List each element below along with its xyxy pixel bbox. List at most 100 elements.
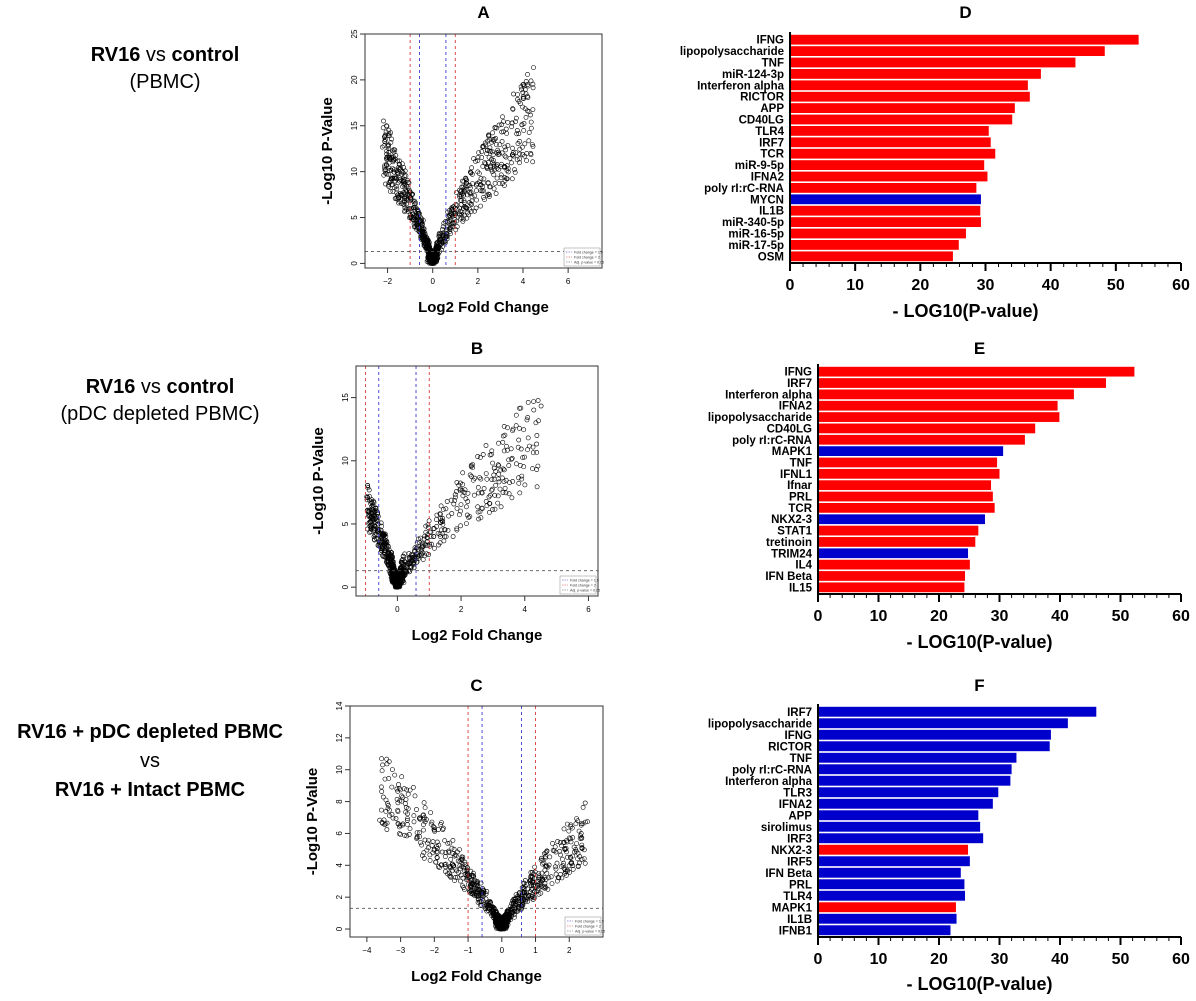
- volcano-point: [530, 450, 536, 456]
- volcano-point: [393, 816, 399, 821]
- volcano-point: [524, 150, 530, 156]
- volcano-point: [498, 467, 504, 473]
- volcano-point: [510, 150, 516, 156]
- bar-category-label: TCR: [760, 149, 784, 161]
- volcano-point: [496, 122, 502, 128]
- volcano-point: [404, 822, 410, 827]
- volcano-point: [386, 776, 392, 781]
- volcano-point: [392, 178, 398, 184]
- volcano-point: [477, 454, 483, 460]
- volcano-point: [389, 136, 395, 142]
- bar-category-label: MAPK1: [772, 902, 813, 914]
- legend-label: Fold change = 2: [575, 925, 601, 929]
- volcano-point: [451, 219, 457, 225]
- volcano-point: [495, 500, 501, 506]
- bar-category-label: IL1B: [787, 914, 812, 926]
- volcano-point: [436, 231, 442, 236]
- volcano-point: [478, 515, 484, 521]
- volcano-point: [570, 866, 576, 872]
- volcano-point: [419, 853, 425, 858]
- volcano-point: [411, 819, 417, 825]
- volcano-point: [395, 788, 401, 794]
- volcano-point: [489, 487, 495, 493]
- bar-category-label: RICTOR: [740, 92, 785, 104]
- volcano-point: [470, 870, 476, 876]
- volcano-point: [480, 183, 486, 189]
- bar-category-label: TCR: [788, 503, 812, 515]
- plot-frame-B: [355, 365, 599, 597]
- volcano-point: [426, 552, 431, 557]
- volcano-point: [516, 480, 522, 486]
- volcano-point: [511, 91, 516, 97]
- volcano-point: [438, 503, 444, 509]
- volcano-point: [527, 443, 532, 449]
- bar: [818, 457, 998, 468]
- volcano-point: [388, 563, 394, 568]
- volcano-point: [462, 862, 468, 867]
- volcano-point: [372, 520, 378, 526]
- volcano-point: [447, 227, 453, 232]
- volcano-point: [453, 494, 458, 500]
- volcano-point: [402, 168, 408, 174]
- volcano-point: [464, 205, 469, 211]
- volcano-point: [483, 142, 489, 148]
- volcano-point: [507, 480, 512, 485]
- volcano-point: [475, 889, 480, 895]
- volcano-point: [528, 873, 534, 879]
- volcano-point: [454, 527, 460, 533]
- volcano-point: [399, 191, 405, 197]
- volcano-point: [453, 875, 458, 880]
- volcano-point: [531, 65, 536, 70]
- x-tick-label: −3: [396, 946, 406, 955]
- volcano-point: [467, 514, 473, 519]
- volcano-point: [375, 521, 381, 527]
- volcano-point: [496, 471, 502, 477]
- volcano-point: [581, 856, 587, 861]
- volcano-point: [404, 206, 409, 212]
- legend-label: Adj. p-value = 0.05: [575, 930, 605, 934]
- volcano-point: [390, 166, 395, 171]
- volcano-points-A: [379, 65, 536, 266]
- volcano-point: [520, 152, 525, 157]
- volcano-point: [574, 816, 579, 821]
- volcano-point: [476, 516, 481, 522]
- volcano-point: [401, 182, 407, 188]
- volcano-point: [475, 484, 481, 490]
- volcano-point: [379, 530, 385, 536]
- volcano-point: [396, 200, 401, 206]
- volcano-point: [506, 457, 511, 463]
- bar-category-label: APP: [760, 103, 784, 115]
- volcano-point: [509, 907, 515, 912]
- bar: [818, 741, 1050, 752]
- x-tick-label: 10: [846, 277, 864, 294]
- volcano-point: [434, 240, 440, 246]
- volcano-point: [499, 150, 505, 156]
- volcano-point: [487, 900, 493, 905]
- volcano-point: [467, 472, 473, 478]
- volcano-point: [445, 528, 451, 533]
- bar: [790, 57, 1076, 68]
- volcano-point: [457, 866, 463, 872]
- volcano-point: [380, 794, 386, 800]
- volcano-point: [395, 180, 401, 186]
- volcano-point: [515, 895, 521, 901]
- legend-label: Fold change = 1.5: [575, 920, 604, 924]
- volcano-point: [414, 220, 420, 226]
- volcano-point: [523, 91, 529, 97]
- volcano-point: [521, 464, 527, 470]
- volcano-point: [449, 868, 455, 874]
- volcano-point: [400, 560, 405, 566]
- legend-label: Fold change = 2: [574, 256, 600, 260]
- bar-category-label: IL1B: [759, 206, 784, 218]
- bar: [818, 764, 1012, 775]
- volcano-point: [528, 152, 534, 158]
- volcano-point: [434, 850, 440, 856]
- volcano-point: [523, 897, 528, 903]
- volcano-point: [544, 848, 550, 854]
- x-tick-label: −2: [383, 277, 393, 286]
- volcano-point: [555, 878, 560, 884]
- volcano-point: [525, 435, 531, 441]
- volcano-point: [449, 206, 455, 212]
- volcano-point: [569, 859, 574, 865]
- volcano-point: [421, 827, 426, 833]
